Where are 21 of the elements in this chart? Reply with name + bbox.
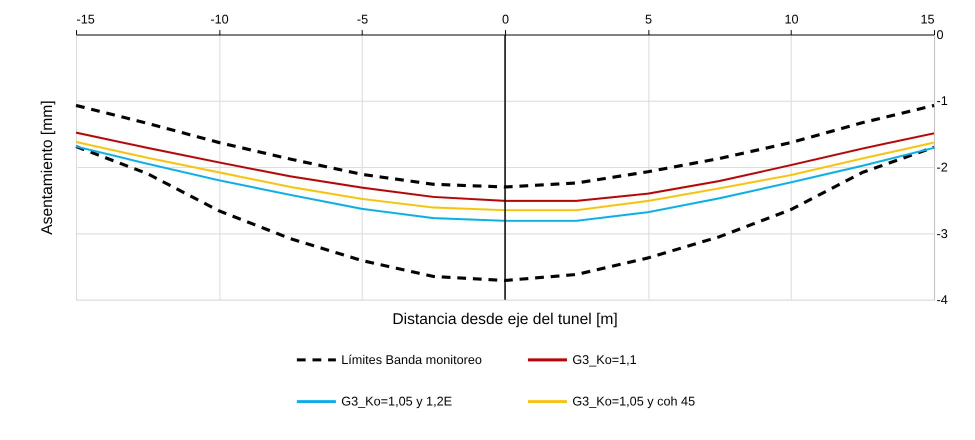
line-series [75, 140, 936, 212]
x-tick-label: -10 [210, 12, 229, 26]
x-axis-title: Distancia desde eje del tunel [m] [392, 311, 618, 328]
x-tick-label: 0 [502, 12, 510, 26]
line-series [75, 132, 936, 202]
y-tick-label: -4 [936, 293, 948, 308]
legend-label: G3_Ko=1,05 y coh 45 [572, 394, 696, 408]
y-tick-label: -3 [936, 226, 948, 241]
y-tick-label: 0 [936, 28, 944, 42]
y-tick-label: -2 [936, 160, 948, 174]
legend-label: G3_Ko=1,05 y 1,2E [341, 394, 452, 408]
x-tick-label: -5 [356, 12, 368, 26]
x-tick-label: 15 [920, 12, 935, 26]
y-tick-label: -1 [936, 94, 948, 108]
x-tick-label: 10 [784, 12, 799, 26]
legend-label: G3_Ko=1,1 [572, 352, 637, 367]
legend-label: Límites Banda monitoreo [341, 352, 482, 367]
line-series [75, 146, 936, 222]
x-tick-label: -15 [76, 12, 95, 26]
x-tick-label: 5 [645, 12, 652, 26]
y-axis-title: Asentamiento [mm] [39, 100, 56, 235]
